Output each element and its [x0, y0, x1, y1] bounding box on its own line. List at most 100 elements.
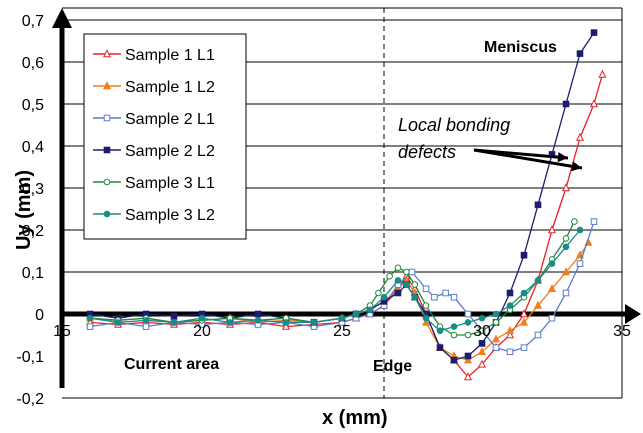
- data-point: [86, 314, 94, 322]
- data-point: [463, 355, 473, 364]
- data-point: [281, 321, 291, 330]
- data-point: [576, 50, 584, 57]
- data-point: [394, 264, 402, 272]
- data-point: [464, 331, 472, 339]
- data-point: [352, 310, 360, 318]
- meniscus-annotation: Meniscus: [484, 39, 557, 56]
- data-point: [422, 302, 430, 309]
- data-point: [506, 289, 514, 297]
- legend-marker: [103, 146, 111, 154]
- data-point: [338, 314, 346, 322]
- data-point: [422, 314, 430, 322]
- legend-marker: [103, 178, 111, 186]
- x-tick-label: 15: [53, 323, 71, 340]
- y-axis-label: Uy (mm): [13, 170, 35, 250]
- data-point: [114, 319, 122, 326]
- data-point: [477, 346, 487, 355]
- data-point: [506, 348, 514, 356]
- y-tick-label: 0,5: [22, 97, 44, 114]
- data-point: [492, 310, 500, 318]
- data-point: [310, 319, 318, 326]
- data-point: [505, 330, 515, 339]
- y-axis-arrow: [52, 8, 72, 28]
- data-point: [254, 310, 262, 318]
- data-point: [421, 317, 431, 326]
- data-point: [411, 281, 419, 288]
- data-point: [422, 285, 430, 293]
- data-point: [394, 277, 402, 284]
- data-point: [366, 306, 374, 314]
- data-point: [450, 323, 458, 330]
- data-point: [477, 359, 487, 368]
- data-point: [478, 314, 486, 322]
- legend-marker: [103, 114, 111, 122]
- legend-marker: [102, 81, 112, 90]
- data-point: [547, 225, 557, 234]
- data-point: [394, 289, 402, 297]
- legend-item: Sample 1 L1: [93, 47, 215, 64]
- data-point: [142, 323, 150, 330]
- current-area-annotation: Current area: [124, 356, 219, 373]
- data-point: [411, 293, 419, 301]
- data-point: [403, 281, 410, 288]
- data-point: [198, 314, 206, 322]
- data-point: [463, 372, 473, 381]
- legend-label: Sample 2 L1: [125, 111, 215, 128]
- data-point: [520, 344, 528, 351]
- data-point: [562, 235, 570, 242]
- y-tick-label: 0,7: [22, 13, 44, 30]
- y-tick-label: -0,2: [16, 391, 44, 408]
- legend-label: Sample 1 L1: [125, 47, 215, 64]
- data-point: [403, 268, 410, 276]
- data-point: [408, 268, 416, 276]
- data-point: [170, 312, 178, 320]
- data-point: [436, 344, 444, 351]
- series-line: [89, 229, 581, 332]
- x-axis-arrow: [625, 304, 641, 324]
- series-line: [89, 74, 604, 378]
- data-point: [450, 356, 458, 364]
- tick-labels: -0,2 -0,1 0 0,1 0,2 0,3 0,4 0,5 0,6 0,7 15 20 25 30 35: [16, 13, 631, 408]
- data-point: [464, 310, 472, 318]
- defects-annotation-line1: Local bonding: [398, 115, 510, 135]
- data-point: [478, 340, 486, 347]
- data-point: [226, 319, 234, 326]
- data-point: [375, 289, 382, 297]
- legend-box: [83, 33, 247, 240]
- data-point: [464, 319, 472, 326]
- data-point: [282, 319, 290, 326]
- data-point: [142, 317, 150, 324]
- data-point: [436, 327, 444, 335]
- data-point: [590, 218, 598, 225]
- data-point: [505, 325, 515, 334]
- legend-item: Sample 1 L2: [93, 79, 215, 96]
- data-point: [576, 260, 584, 267]
- data-point: [491, 334, 501, 343]
- series-6: [86, 226, 584, 335]
- data-point: [547, 283, 557, 292]
- data-point: [562, 289, 570, 297]
- legend-item: Sample 2 L1: [93, 111, 215, 128]
- data-point: [506, 302, 514, 309]
- legend-marker: [102, 49, 112, 58]
- series-layer: [85, 29, 607, 381]
- legend-item: Sample 2 L2: [93, 143, 215, 160]
- data-point: [386, 272, 393, 280]
- data-point: [589, 99, 599, 108]
- data-point: [598, 69, 607, 78]
- data-point: [562, 100, 570, 108]
- data-point: [450, 293, 458, 301]
- annotations: Meniscus Local bonding defects Current a…: [124, 39, 583, 375]
- legend-item: Sample 3 L1: [93, 175, 215, 192]
- data-point: [519, 309, 529, 318]
- defect-arrow-2: [473, 148, 583, 170]
- legend-label: Sample 3 L2: [125, 207, 215, 224]
- x-axis-label: x (mm): [322, 407, 388, 429]
- data-point: [575, 250, 585, 259]
- data-point: [575, 132, 585, 141]
- data-point: [492, 319, 500, 326]
- data-point: [442, 289, 449, 297]
- data-point: [170, 319, 178, 326]
- defect-arrowhead-2: [571, 161, 582, 172]
- x-tick-label: 35: [613, 323, 631, 340]
